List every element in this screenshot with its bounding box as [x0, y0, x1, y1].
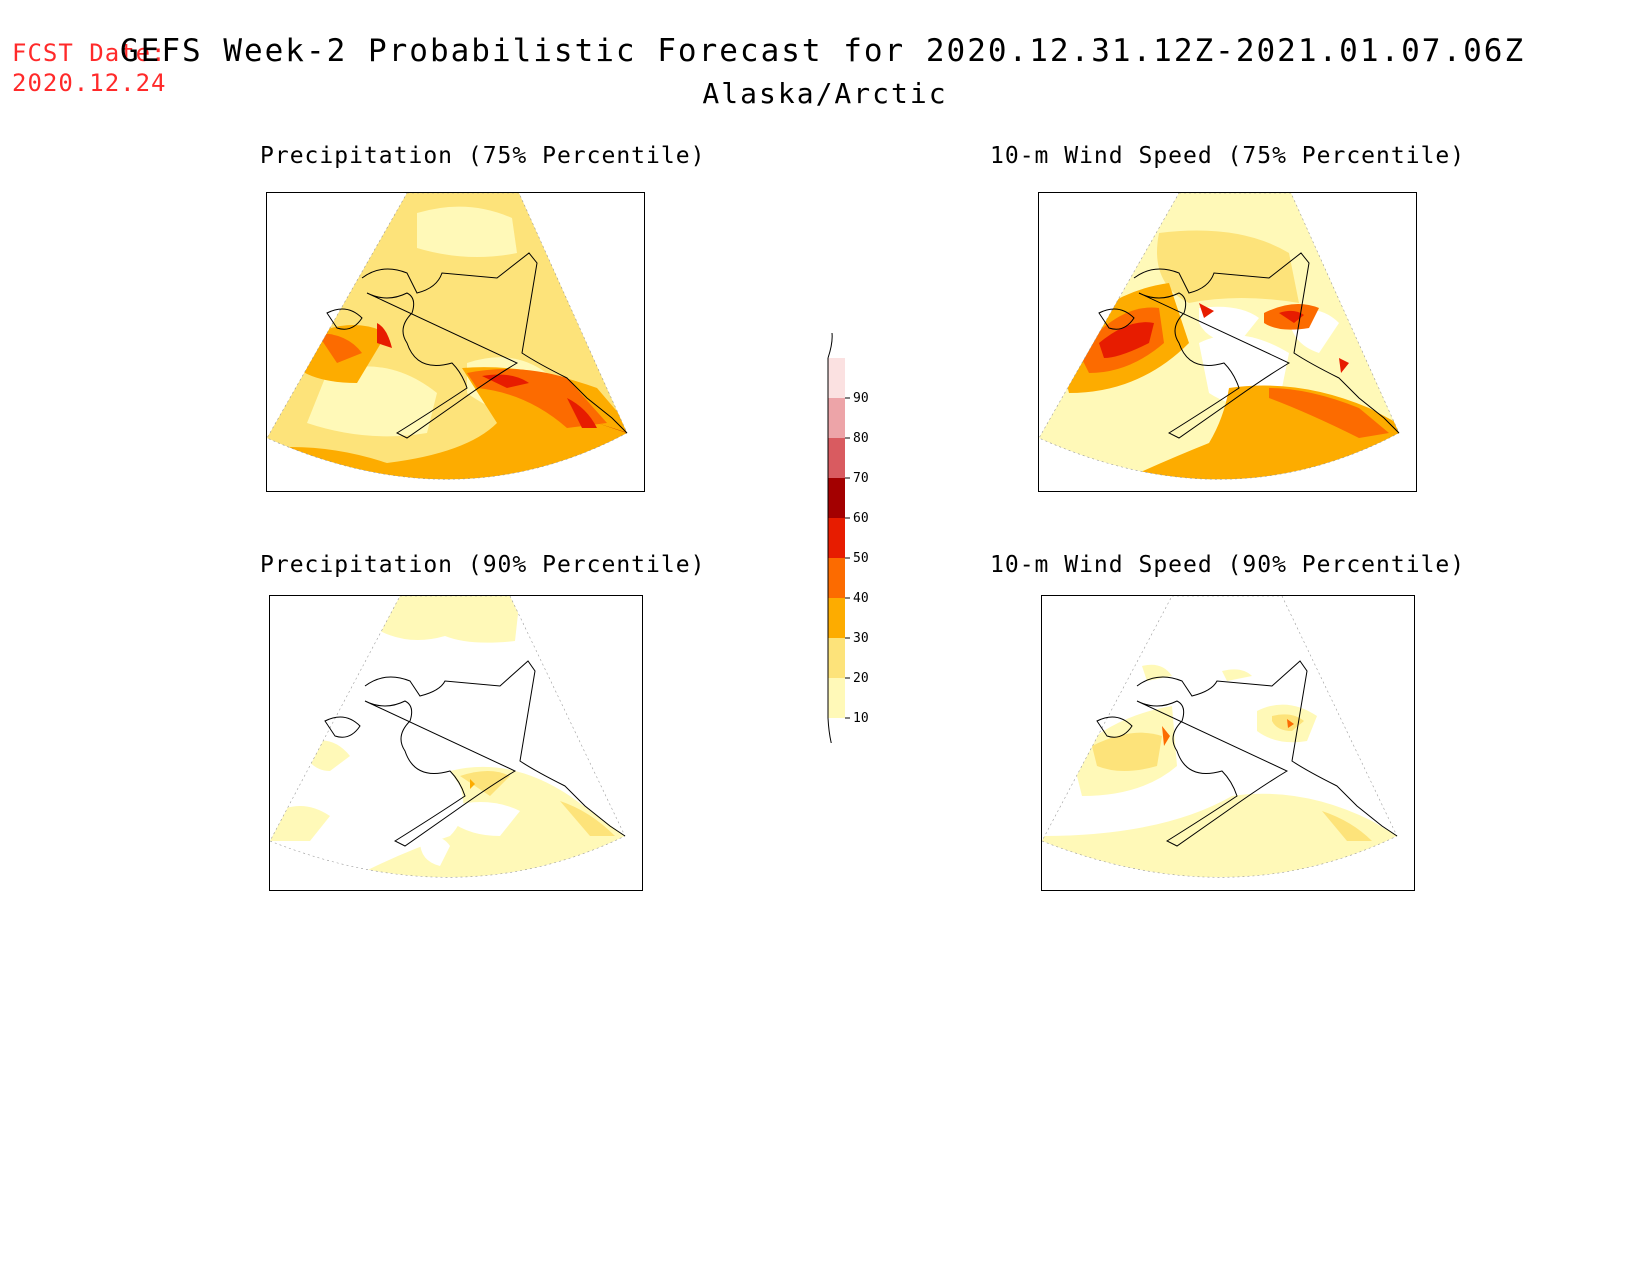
map-wind-90 — [1041, 595, 1415, 891]
panel-title-wind-90: 10-m Wind Speed (90% Percentile) — [990, 552, 1466, 578]
colorbar-label-20: 20 — [853, 671, 869, 686]
forecast-date-label: FCST Date: — [12, 39, 167, 67]
colorbar-legend: 10 20 30 40 50 60 70 80 90 — [827, 333, 869, 743]
colorbar-swatch-80 — [828, 398, 845, 438]
colorbar-label-80: 80 — [853, 431, 869, 446]
colorbar-label-10: 10 — [853, 711, 869, 726]
colorbar-swatch-10 — [828, 678, 845, 718]
colorbar-swatch-90 — [828, 358, 845, 398]
panel-title-precip-90: Precipitation (90% Percentile) — [260, 552, 706, 578]
colorbar-label-90: 90 — [853, 391, 869, 406]
colorbar-label-30: 30 — [853, 631, 869, 646]
map-precip-90 — [269, 595, 643, 891]
colorbar-label-50: 50 — [853, 551, 869, 566]
map-precip-75 — [266, 192, 645, 492]
colorbar-top-tip — [827, 333, 833, 359]
colorbar-swatch-50 — [828, 518, 845, 558]
colorbar-swatch-40 — [828, 558, 845, 598]
colorbar-swatch-20 — [828, 638, 845, 678]
forecast-date-block: FCST Date: 2020.12.24 — [12, 38, 167, 98]
forecast-date-value: 2020.12.24 — [12, 69, 167, 97]
colorbar-bottom-tip — [827, 717, 832, 743]
colorbar-swatch-70 — [828, 438, 845, 478]
panel-title-wind-75: 10-m Wind Speed (75% Percentile) — [990, 143, 1466, 169]
colorbar-label-60: 60 — [853, 511, 869, 526]
panel-title-precip-75: Precipitation (75% Percentile) — [260, 143, 706, 169]
page-title: GEFS Week-2 Probabilistic Forecast for 2… — [120, 33, 1526, 69]
colorbar-label-70: 70 — [853, 471, 869, 486]
colorbar-swatch-60 — [828, 478, 845, 518]
colorbar-swatch-30 — [828, 598, 845, 638]
region-subtitle: Alaska/Arctic — [702, 77, 948, 110]
map-wind-75 — [1038, 192, 1417, 492]
colorbar-label-40: 40 — [853, 591, 869, 606]
